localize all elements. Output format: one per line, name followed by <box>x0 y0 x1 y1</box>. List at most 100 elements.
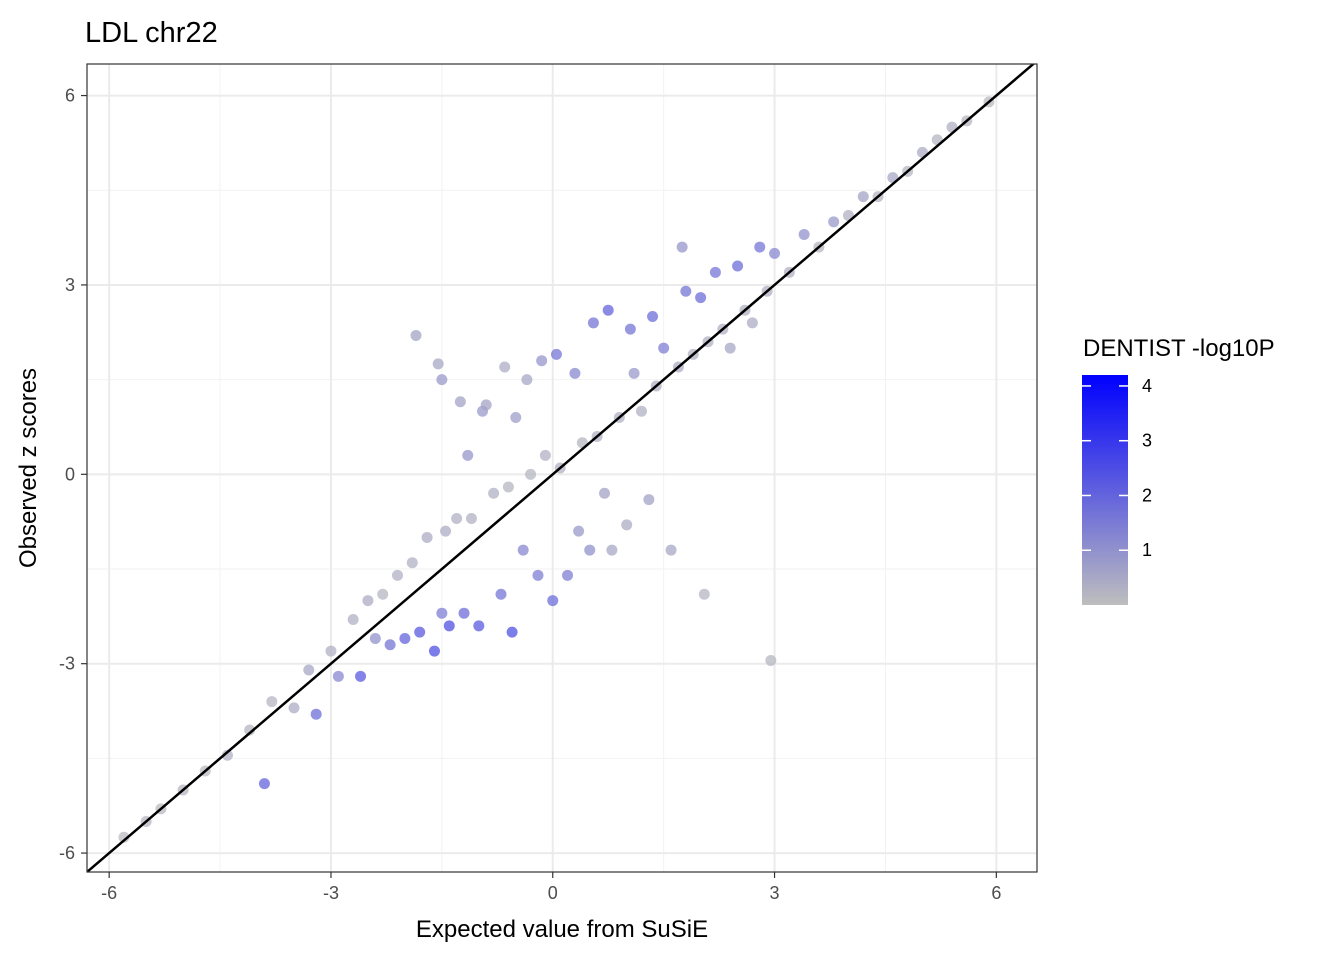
scatter-point <box>502 481 514 493</box>
y-tick-label: 6 <box>65 86 75 106</box>
scatter-point <box>532 569 544 581</box>
x-tick-label: -6 <box>101 883 117 903</box>
y-tick-label: 0 <box>65 464 75 484</box>
y-tick-label: -3 <box>59 654 75 674</box>
scatter-point <box>458 607 470 619</box>
scatter-point <box>798 228 810 240</box>
y-tick-label: 3 <box>65 275 75 295</box>
scatter-point <box>480 399 492 411</box>
scatter-point <box>303 664 315 676</box>
scatter-point <box>392 569 404 581</box>
scatter-point <box>410 329 422 341</box>
major-gridlines <box>87 64 1037 872</box>
scatter-point <box>676 241 688 253</box>
x-tick-label: 6 <box>991 883 1001 903</box>
scatter-point <box>488 487 500 499</box>
x-axis-title: Expected value from SuSiE <box>416 916 708 943</box>
scatter-point <box>399 632 411 644</box>
legend-title: DENTIST -log10P <box>1083 335 1275 362</box>
scatter-point <box>428 645 440 657</box>
scatter-point <box>584 544 596 556</box>
chart-title: LDL chr22 <box>85 17 218 49</box>
scatter-point <box>698 588 710 600</box>
scatter-point <box>454 396 466 408</box>
scatter-point <box>573 525 585 537</box>
scatter-point <box>569 367 581 379</box>
scatter-point <box>362 595 374 607</box>
legend: DENTIST -log10P 1 2 3 4 <box>1082 335 1275 605</box>
plot-panel-border <box>86 63 1038 873</box>
minor-gridlines <box>87 64 1037 872</box>
scatter-point <box>521 374 533 386</box>
scatter-point <box>436 374 448 386</box>
scatter-point <box>724 342 736 354</box>
scatter-point <box>436 607 448 619</box>
scatter-point <box>547 595 559 607</box>
scatter-point <box>624 323 636 335</box>
scatter-point <box>499 361 511 373</box>
legend-ticks: 1 2 3 4 <box>1082 376 1152 560</box>
scatter-point <box>628 367 640 379</box>
scatter-point <box>244 724 256 736</box>
scatter-point <box>495 588 507 600</box>
scatter-point <box>599 487 611 499</box>
identity-reference-line <box>87 64 1036 872</box>
legend-tick-label: 4 <box>1142 376 1152 396</box>
scatter-point <box>621 519 633 531</box>
scatter-point <box>465 513 477 524</box>
scatter-point <box>347 614 359 625</box>
scatter-point <box>525 468 537 480</box>
legend-tick-label: 3 <box>1142 431 1152 451</box>
y-tick-label: -6 <box>59 843 75 863</box>
scatter-point <box>602 304 614 316</box>
scatter-point <box>332 670 344 682</box>
scatter-point <box>550 348 562 360</box>
scatter-point <box>377 588 389 600</box>
scatter-point <box>510 412 522 423</box>
scatter-point <box>665 544 677 556</box>
scatter-point <box>451 513 463 524</box>
x-tick-label: 0 <box>548 883 558 903</box>
scatter-point <box>288 702 300 714</box>
scatter-point <box>421 531 433 543</box>
scatter-point <box>414 626 426 638</box>
scatter-point <box>432 358 444 370</box>
scatter-point <box>258 778 270 790</box>
legend-tick-label: 1 <box>1142 540 1152 560</box>
scatter-point <box>325 645 337 657</box>
scatter-point <box>310 708 322 720</box>
scatter-point <box>765 655 777 667</box>
scatter-point <box>769 247 781 259</box>
scatter-point <box>857 191 869 203</box>
scatter-point <box>506 626 518 638</box>
x-tick-label: 3 <box>770 883 780 903</box>
x-axis: -6 -3 0 3 6 <box>101 872 1001 903</box>
scatter-point <box>539 449 551 461</box>
scatter-point <box>462 449 474 461</box>
scatter-point <box>536 355 548 367</box>
scatter-point <box>443 620 455 632</box>
scatter-point <box>266 696 278 708</box>
scatter-point <box>658 342 670 354</box>
scatter-point <box>643 494 655 506</box>
scatter-point <box>647 311 659 322</box>
scatter-point <box>221 749 233 761</box>
scatter-point <box>118 831 130 843</box>
scatter-point <box>709 266 721 278</box>
scatter-point <box>406 557 418 569</box>
legend-colorbar <box>1082 375 1128 605</box>
scatter-point <box>440 525 452 537</box>
y-axis: -6 -3 0 3 6 <box>59 86 87 863</box>
scatter-point <box>384 639 396 651</box>
x-tick-label: -3 <box>323 883 339 903</box>
scatter-point <box>606 544 618 556</box>
scatter-point <box>473 620 485 632</box>
y-axis-title: Observed z scores <box>15 368 42 568</box>
scatter-point <box>369 632 381 644</box>
scatter-point <box>732 260 744 272</box>
legend-tick-label: 2 <box>1142 485 1152 505</box>
scatter-point <box>754 241 766 253</box>
scatter-point <box>695 292 707 304</box>
scatter-point <box>355 670 367 682</box>
